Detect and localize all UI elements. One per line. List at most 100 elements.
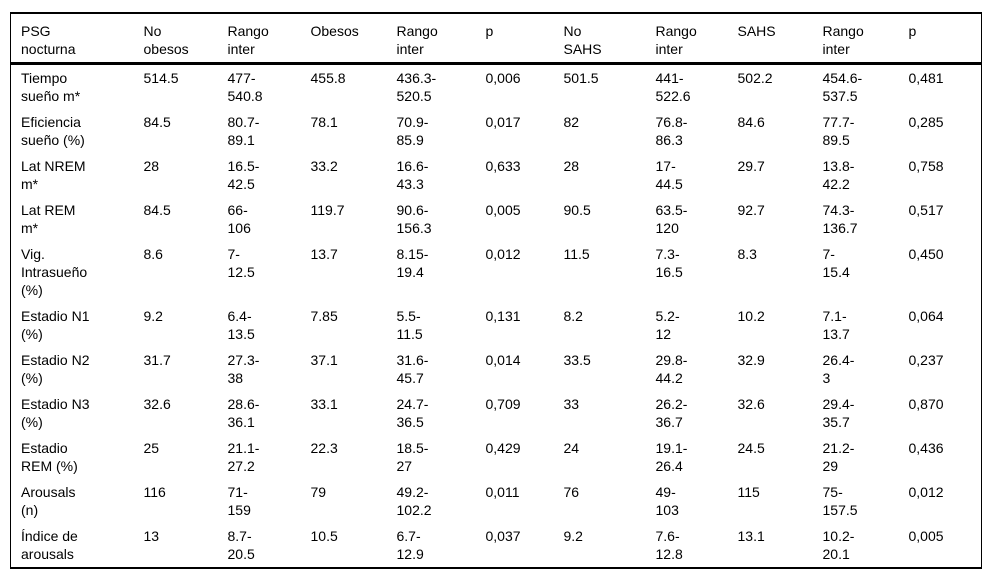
cell: 6.7- 12.9 <box>396 528 424 562</box>
cell: 13 <box>143 528 160 544</box>
cell: 10.2- 20.1 <box>822 528 855 562</box>
cell: 13.7 <box>310 246 338 262</box>
table-body: Tiempo sueño m* 514.5 477- 540.8 455.8 436.3… <box>11 64 982 569</box>
cell: 63.5- 120 <box>655 202 688 236</box>
cell: 13.8- 42.2 <box>822 158 855 192</box>
row-label: Estadio N3 (%) <box>21 396 90 430</box>
cell: 29.4- 35.7 <box>822 396 855 430</box>
cell: 116 <box>143 484 166 500</box>
cell: 441- 522.6 <box>655 70 691 104</box>
cell: 22.3 <box>310 440 338 456</box>
cell: 28 <box>143 158 160 174</box>
column-header: Rango inter <box>812 13 899 65</box>
cell: 74.3- 136.7 <box>822 202 858 236</box>
cell: 13.1 <box>737 528 765 544</box>
cell: 32.9 <box>737 352 765 368</box>
cell: 115 <box>737 484 760 500</box>
cell: 0,709 <box>485 396 521 412</box>
column-header: No obesos <box>133 13 218 65</box>
table-row: Arousals (n) 116 71- 159 79 49.2- 102.2 0,011… <box>11 479 982 523</box>
cell: 0,006 <box>485 70 521 86</box>
cell: 9.2 <box>563 528 583 544</box>
table-row: Lat REM m* 84.5 66- 106 119.7 90.6- 156.3 0,0… <box>11 197 982 241</box>
column-header: p <box>898 13 982 65</box>
row-label: Tiempo sueño m* <box>21 70 81 104</box>
cell: 0,037 <box>485 528 521 544</box>
cell: 31.7 <box>143 352 171 368</box>
cell: 0,758 <box>908 158 944 174</box>
header-row: PSG nocturna No obesos Rango inter Obesos Ra… <box>10 13 982 65</box>
cell: 18.5- 27 <box>396 440 429 474</box>
cell: 27.3- 38 <box>227 352 260 386</box>
row-label: Lat REM m* <box>21 202 76 236</box>
cell: 514.5 <box>143 70 179 86</box>
cell: 84.5 <box>143 202 171 218</box>
row-label: Lat NREM m* <box>21 158 86 192</box>
cell: 33.1 <box>310 396 338 412</box>
cell: 0,012 <box>908 484 944 500</box>
cell: 49- 103 <box>655 484 679 518</box>
cell: 0,481 <box>908 70 944 86</box>
cell: 84.5 <box>143 114 171 130</box>
cell: 16.6- 43.3 <box>396 158 429 192</box>
table-row: Eficiencia sueño (%) 84.5 80.7- 89.1 78.1 70… <box>11 109 982 153</box>
table-row: Estadio REM (%) 25 21.1- 27.2 22.3 18.5- 27 0… <box>11 435 982 479</box>
cell: 21.1- 27.2 <box>227 440 260 474</box>
row-label: Eficiencia sueño (%) <box>21 114 85 148</box>
cell: 90.5 <box>563 202 591 218</box>
cell: 8.15- 19.4 <box>396 246 429 280</box>
cell: 33 <box>563 396 580 412</box>
cell: 0,005 <box>908 528 944 544</box>
cell: 6.4- 13.5 <box>227 308 255 342</box>
table-row: Tiempo sueño m* 514.5 477- 540.8 455.8 436.3… <box>11 64 982 110</box>
table-header: PSG nocturna No obesos Rango inter Obesos Ra… <box>10 13 982 65</box>
cell: 0,429 <box>485 440 521 456</box>
column-header: Obesos <box>300 13 387 65</box>
cell: 10.5 <box>310 528 338 544</box>
cell: 0,017 <box>485 114 521 130</box>
table-row: Estadio N1 (%) 9.2 6.4- 13.5 7.85 5.5- 11.5 0… <box>11 303 982 347</box>
cell: 8.7- 20.5 <box>227 528 255 562</box>
cell: 7.6- 12.8 <box>655 528 683 562</box>
cell: 7.85 <box>310 308 338 324</box>
cell: 8.3 <box>737 246 757 262</box>
cell: 0,436 <box>908 440 944 456</box>
cell: 78.1 <box>310 114 338 130</box>
cell: 8.6 <box>143 246 163 262</box>
cell: 7- 15.4 <box>822 246 850 280</box>
cell: 0,237 <box>908 352 944 368</box>
cell: 24.7- 36.5 <box>396 396 429 430</box>
cell: 21.2- 29 <box>822 440 855 474</box>
cell: 29.8- 44.2 <box>655 352 688 386</box>
cell: 436.3- 520.5 <box>396 70 437 104</box>
row-label: Estadio N2 (%) <box>21 352 90 386</box>
cell: 71- 159 <box>227 484 251 518</box>
cell: 26.4- 3 <box>822 352 855 386</box>
column-header: No SAHS <box>553 13 646 65</box>
cell: 33.2 <box>310 158 338 174</box>
cell: 66- 106 <box>227 202 251 236</box>
cell: 24.5 <box>737 440 765 456</box>
cell: 16.5- 42.5 <box>227 158 260 192</box>
cell: 0,014 <box>485 352 521 368</box>
cell: 501.5 <box>563 70 599 86</box>
cell: 8.2 <box>563 308 583 324</box>
cell: 9.2 <box>143 308 163 324</box>
cell: 28 <box>563 158 580 174</box>
cell: 0,870 <box>908 396 944 412</box>
cell: 80.7- 89.1 <box>227 114 260 148</box>
cell: 28.6- 36.1 <box>227 396 260 430</box>
cell: 37.1 <box>310 352 338 368</box>
column-header: SAHS <box>727 13 813 65</box>
cell: 0,517 <box>908 202 944 218</box>
cell: 90.6- 156.3 <box>396 202 432 236</box>
cell: 77.7- 89.5 <box>822 114 855 148</box>
row-label: Estadio N1 (%) <box>21 308 90 342</box>
cell: 7.3- 16.5 <box>655 246 683 280</box>
cell: 0,633 <box>485 158 521 174</box>
table-row: Lat NREM m* 28 16.5- 42.5 33.2 16.6- 43.3 0,6… <box>11 153 982 197</box>
cell: 82 <box>563 114 580 130</box>
cell: 70.9- 85.9 <box>396 114 429 148</box>
cell: 454.6- 537.5 <box>822 70 863 104</box>
